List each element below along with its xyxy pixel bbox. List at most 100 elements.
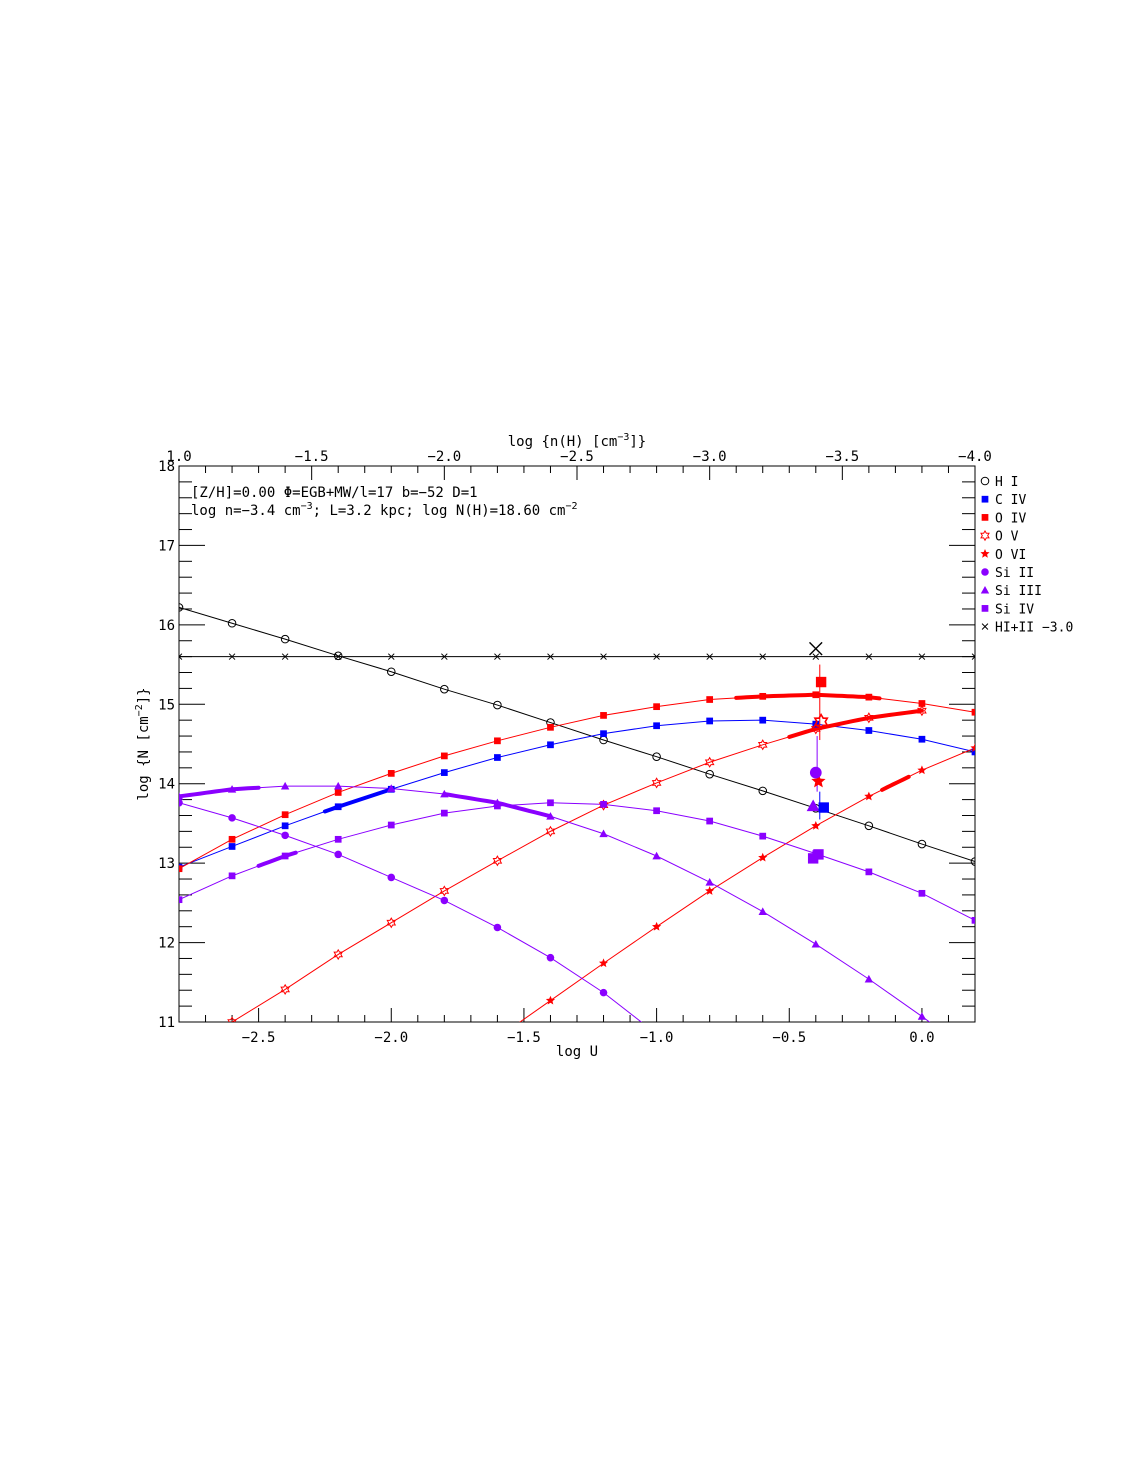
data-point-c-iv	[865, 727, 873, 734]
data-point-o-vi	[758, 852, 768, 862]
data-point-si-ii	[493, 923, 502, 932]
data-point-o-iv	[653, 703, 660, 711]
top-axis-title: log {n(H) [cm−3]}	[508, 432, 646, 450]
top-tick-label: −2.0	[427, 449, 461, 465]
data-point-o-vi	[917, 765, 927, 775]
data-point-o-iv	[494, 737, 501, 745]
data-point-hi-ii-3-0	[179, 653, 183, 660]
legend-marker-si-iii	[980, 586, 990, 594]
data-point-hi-ii-3-0-b	[494, 653, 501, 660]
data-point-si-iv	[440, 809, 448, 817]
data-point-hi-ii-3-0	[653, 653, 660, 660]
data-point-h-i	[179, 603, 184, 612]
data-point-si-iv	[759, 832, 767, 840]
x-tick-label: 0.0	[909, 1030, 934, 1046]
series-line-o-v	[231, 710, 923, 1022]
data-point-si-iv	[706, 817, 714, 825]
data-point-o-v	[439, 885, 450, 897]
data-point-o-v	[175, 1053, 183, 1062]
series-line-si-iv	[179, 802, 975, 921]
data-point-hi-ii-3-0-b	[179, 653, 183, 658]
observed-point-si-iii	[806, 799, 820, 812]
data-point-si-ii	[228, 814, 236, 822]
data-point-o-iv	[281, 811, 289, 819]
data-point-o-vi	[705, 886, 715, 895]
data-point-hi-ii-3-0-b	[706, 653, 713, 660]
legend-marker-hi-ii-3-0-b	[981, 623, 989, 630]
x-tick-label: −1.0	[640, 1030, 674, 1046]
legend-label-o-iv: O IV	[995, 511, 1026, 526]
legend-marker-hi-ii-3-0	[981, 623, 989, 630]
observed-point-o-v	[813, 713, 829, 731]
series-line-h-i	[179, 606, 975, 863]
observed-point-si-iv	[807, 853, 819, 864]
top-axis-title-main: log {n(H) [cm	[508, 434, 618, 450]
data-point-o-vi	[970, 743, 975, 752]
data-point-o-v	[492, 855, 503, 867]
data-point-o-iv	[600, 712, 607, 719]
data-point-si-iii	[227, 785, 237, 793]
data-point-o-v	[917, 705, 927, 717]
data-point-h-i	[917, 839, 927, 849]
legend-label-si-iii: Si III	[995, 584, 1042, 599]
observed-point-si-ii	[809, 766, 822, 779]
observed-point-c-iv	[818, 802, 829, 813]
data-point-hi-ii-3-0-b	[812, 653, 820, 660]
legend-label-h-i: H I	[995, 475, 1018, 490]
data-point-si-iii	[652, 851, 661, 860]
y-tick-label: 12	[158, 936, 175, 952]
legend-label-o-vi: O VI	[995, 548, 1026, 563]
legend-marker-o-vi	[980, 548, 990, 558]
y-axis-title-main: log {N [cm	[136, 716, 152, 800]
data-point-o-iv	[865, 693, 873, 701]
observed-point-o-iv	[815, 676, 827, 688]
data-point-si-iv	[494, 802, 501, 810]
data-point-hi-ii-3-0-b	[600, 653, 607, 660]
axis-ticks	[178, 465, 976, 1023]
data-point-c-iv	[494, 754, 501, 761]
data-point-hi-ii-3-0-a	[971, 653, 975, 658]
legend-marker-o-iv	[981, 514, 989, 521]
data-point-hi-ii-3-0	[706, 653, 713, 660]
data-point-o-vi	[652, 921, 662, 931]
data-point-h-i	[758, 786, 768, 796]
data-point-si-iii	[546, 812, 555, 820]
data-point-o-iv	[179, 865, 183, 873]
data-point-hi-ii-3-0-b	[334, 653, 342, 660]
data-point-si-ii	[440, 896, 449, 905]
data-point-h-i	[333, 651, 343, 661]
annotation-line-2: log n=−3.4 cm−3; L=3.2 kpc; log N(H)=18.…	[191, 501, 578, 519]
data-point-hi-ii-3-0-b	[918, 653, 926, 660]
highlight-segment	[787, 708, 924, 739]
y-tick-label: 11	[158, 1015, 175, 1031]
data-point-c-iv	[281, 822, 289, 830]
data-point-o-v	[545, 825, 556, 837]
data-point-hi-ii-3-0	[387, 653, 395, 660]
series-line-si-iii	[179, 785, 931, 1022]
data-point-h-i	[493, 700, 502, 710]
observed-point-hi-ii	[809, 641, 823, 656]
y-tick-label: 18	[158, 459, 175, 475]
legend-label-o-v: O V	[995, 530, 1019, 545]
top-tick-label: −1.5	[295, 449, 329, 465]
data-point-si-iv	[179, 896, 183, 904]
observed-points	[806, 641, 829, 864]
top-tick-label: −2.5	[560, 449, 594, 465]
highlight-segment	[734, 692, 882, 701]
data-point-hi-ii-3-0	[441, 653, 448, 660]
data-point-si-iii	[971, 1051, 979, 1059]
data-point-o-iv	[334, 789, 342, 796]
data-point-c-iv	[440, 769, 448, 776]
data-point-si-iii	[599, 829, 608, 838]
data-point-hi-ii-3-0-b	[653, 653, 660, 660]
data-point-o-vi	[811, 820, 821, 830]
data-point-hi-ii-3-0	[494, 653, 501, 660]
data-point-o-iv	[440, 752, 448, 760]
data-point-o-vi	[598, 958, 609, 968]
y-tick-label: 17	[158, 538, 175, 554]
data-point-h-i	[440, 684, 449, 694]
data-point-si-iii	[864, 974, 874, 983]
data-point-si-ii	[546, 953, 555, 962]
data-point-si-ii	[599, 988, 608, 997]
data-point-h-i	[386, 667, 396, 676]
